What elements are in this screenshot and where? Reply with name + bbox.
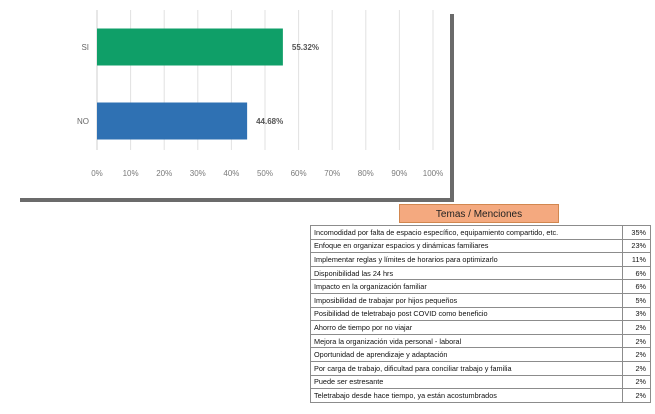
topic-label: Enfoque en organizar espacios y dinámica…: [310, 238, 623, 254]
table-row: Mejora la organización vida personal - l…: [310, 333, 651, 349]
data-label: 55.32%: [292, 43, 319, 52]
topic-label: Por carga de trabajo, dificultad para co…: [310, 360, 623, 376]
topic-label: Teletrabajo desde hace tiempo, ya están …: [310, 388, 623, 403]
table-row: Oportunidad de aprendizaje y adaptación 2…: [310, 347, 651, 362]
x-tick-label: 80%: [358, 169, 374, 178]
table-row: Teletrabajo desde hace tiempo, ya están …: [310, 388, 651, 403]
topic-percent: 2%: [622, 333, 651, 349]
topics-table: Incomodidad por falta de espacio específ…: [310, 225, 651, 403]
x-tick-label: 50%: [257, 169, 273, 178]
topic-label: Impacto en la organización familiar: [310, 279, 623, 294]
topic-label: Mejora la organización vida personal - l…: [310, 333, 623, 349]
topic-label: Ahorro de tiempo por no viajar: [310, 320, 623, 335]
table-row: Imposibilidad de trabajar por hijos pequ…: [310, 292, 651, 308]
category-label: SI: [81, 43, 89, 52]
topic-percent: 2%: [622, 388, 651, 403]
topic-percent: 2%: [622, 347, 651, 362]
topic-label: Implementar reglas y límites de horarios…: [310, 252, 623, 267]
data-label: 44.68%: [256, 117, 283, 126]
x-tick-label: 40%: [223, 169, 239, 178]
bar-si: [97, 28, 283, 66]
table-row: Posibilidad de teletrabajo post COVID co…: [310, 306, 651, 322]
topic-label: Imposibilidad de trabajar por hijos pequ…: [310, 292, 623, 308]
topic-label: Oportunidad de aprendizaje y adaptación: [310, 347, 623, 362]
topics-panel: Temas / Menciones Incomodidad por falta …: [310, 204, 651, 403]
topic-percent: 6%: [622, 265, 651, 281]
bar-chart: 0% 10% 20% 30% 40% 50% 60% 70% 80% 90% 100% SI 55.32…: [20, 10, 454, 202]
table-row: Disponibilidad las 24 hrs 6%: [310, 265, 651, 281]
topic-percent: 23%: [622, 238, 651, 254]
x-tick-label: 0%: [91, 169, 103, 178]
topic-percent: 6%: [622, 279, 651, 294]
table-row: Puede ser estresante 2%: [310, 374, 651, 390]
topic-percent: 2%: [622, 320, 651, 335]
table-row: Incomodidad por falta de espacio específ…: [310, 225, 651, 240]
table-row: Por carga de trabajo, dificultad para co…: [310, 360, 651, 376]
x-tick-label: 100%: [423, 169, 443, 178]
topic-percent: 2%: [622, 374, 651, 390]
x-tick-label: 30%: [190, 169, 206, 178]
table-row: Enfoque en organizar espacios y dinámica…: [310, 238, 651, 254]
topic-percent: 3%: [622, 306, 651, 322]
topic-label: Puede ser estresante: [310, 374, 623, 390]
topic-label: Disponibilidad las 24 hrs: [310, 265, 623, 281]
table-row: Impacto en la organización familiar 6%: [310, 279, 651, 294]
x-tick-label: 10%: [123, 169, 139, 178]
topic-percent: 5%: [622, 292, 651, 308]
x-tick-label: 90%: [391, 169, 407, 178]
bar-no: [97, 102, 248, 140]
topic-label: Incomodidad por falta de espacio específ…: [310, 225, 623, 240]
topic-label: Posibilidad de teletrabajo post COVID co…: [310, 306, 623, 322]
x-tick-label: 60%: [291, 169, 307, 178]
table-row: Implementar reglas y límites de horarios…: [310, 252, 651, 267]
topic-percent: 2%: [622, 360, 651, 376]
category-label: NO: [77, 117, 89, 126]
topics-header: Temas / Menciones: [399, 204, 559, 223]
x-tick-label: 20%: [156, 169, 172, 178]
x-tick-label: 70%: [324, 169, 340, 178]
chart-panel: 0% 10% 20% 30% 40% 50% 60% 70% 80% 90% 100% SI 55.32…: [20, 0, 472, 205]
topic-percent: 35%: [622, 225, 651, 240]
table-row: Ahorro de tiempo por no viajar 2%: [310, 320, 651, 335]
topic-percent: 11%: [622, 252, 651, 267]
